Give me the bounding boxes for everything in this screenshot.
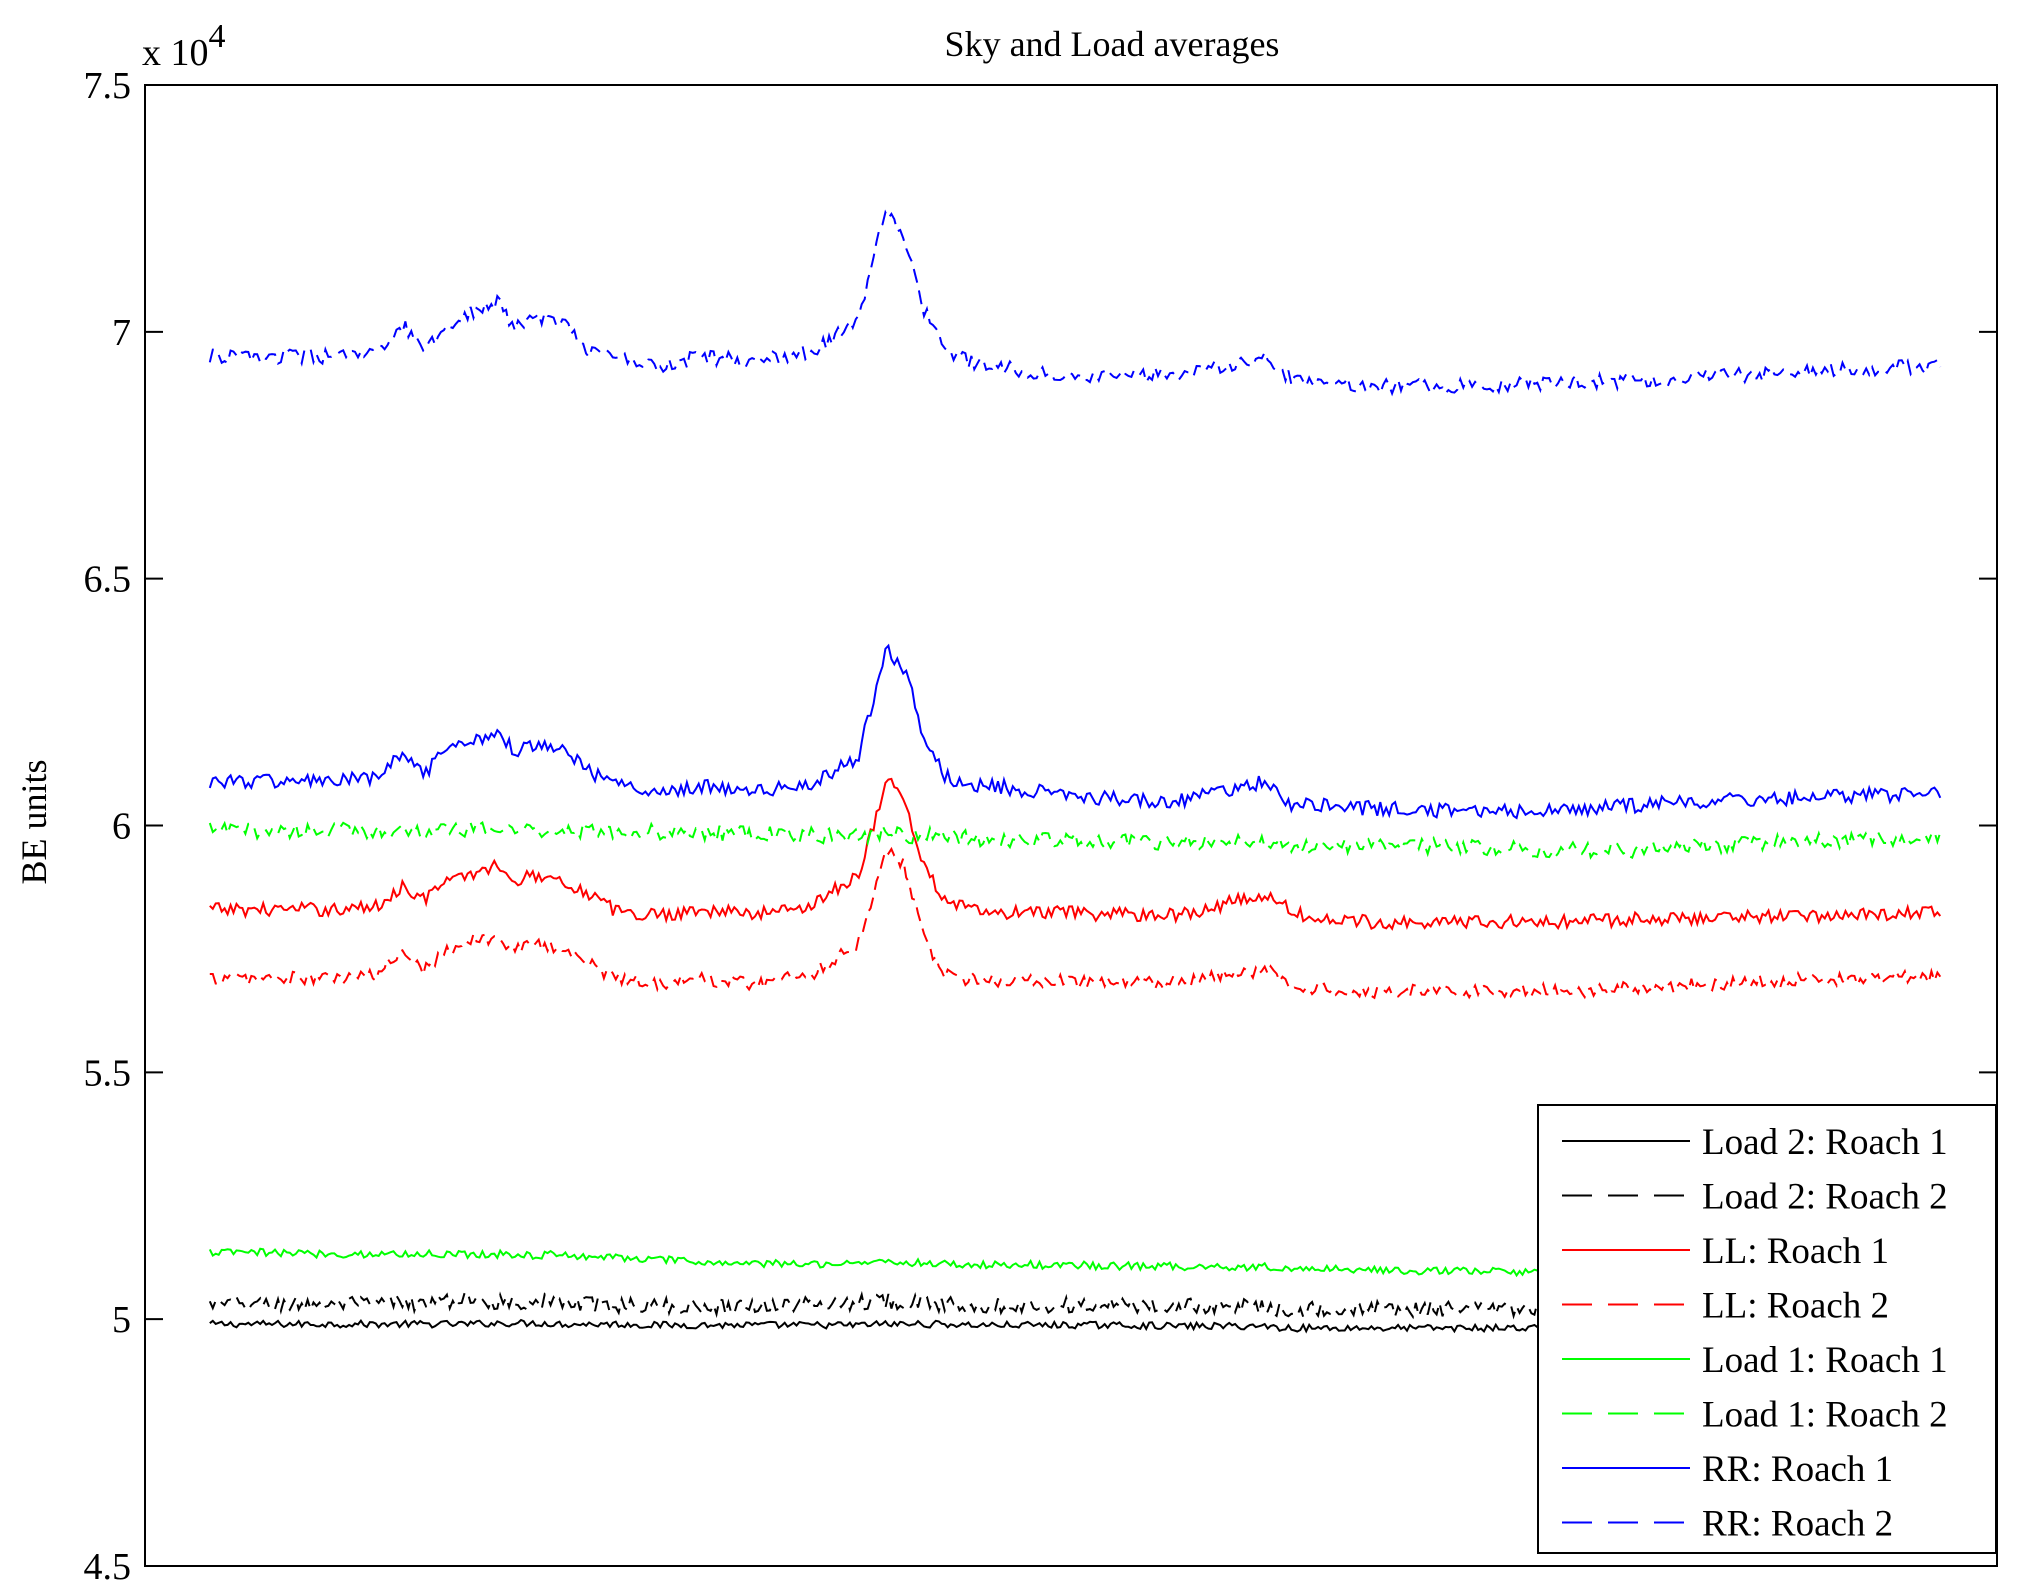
legend-entry: LL: Roach 2 [1562,1286,1889,1327]
legend-box [1537,1104,1997,1554]
axes: 4.5 5 5.5 6 6.5 7 7.5 [84,65,1998,1588]
legend-label: Load 1: Roach 2 [1702,1395,1948,1436]
y-multiplier: x 104 [142,18,226,74]
legend-label: Load 2: Roach 1 [1702,1122,1948,1163]
legend-entry: Load 2: Roach 1 [1562,1122,1948,1163]
series-line-ll-roach-1 [209,777,1942,931]
legend: Load 2: Roach 1 Load 2: Roach 2 LL: Roach … [1537,1104,1997,1554]
y-tick-label: 5.5 [84,1052,132,1094]
legend-entry: Load 2: Roach 2 [1562,1177,1948,1218]
legend-entry: RR: Roach 1 [1562,1449,1893,1490]
series-line-ll-roach-2 [209,846,1942,1001]
legend-label: Load 2: Roach 2 [1702,1177,1948,1218]
y-tick-label: 4.5 [84,1546,132,1588]
y-multiplier-base: x 10 [142,32,209,74]
series-line-rr-roach-1 [208,643,1942,820]
chart-title: Sky and Load averages [945,24,1280,64]
y-tick-label: 6 [112,806,131,848]
legend-label: LL: Roach 1 [1702,1231,1889,1272]
legend-entry: Load 1: Roach 1 [1562,1340,1948,1381]
y-tick-label: 7 [112,312,131,354]
series-line-load-1-roach-2 [208,820,1942,860]
legend-label: RR: Roach 1 [1702,1449,1893,1490]
y-tick-label: 6.5 [84,559,132,601]
y-tick-label: 5 [112,1299,131,1341]
legend-label: RR: Roach 2 [1702,1504,1893,1545]
y-axis-label: BE units [14,759,54,884]
legend-entry: LL: Roach 1 [1562,1231,1889,1272]
series-line-rr-roach-2 [208,209,1942,397]
legend-label: Load 1: Roach 1 [1702,1340,1948,1381]
y-tick-label: 7.5 [84,65,132,107]
svg-text:x 104: x 104 [142,18,226,74]
legend-label: LL: Roach 2 [1702,1286,1889,1327]
y-multiplier-exponent: 4 [209,18,226,55]
legend-entry: RR: Roach 2 [1562,1504,1893,1545]
legend-entry: Load 1: Roach 2 [1562,1395,1948,1436]
